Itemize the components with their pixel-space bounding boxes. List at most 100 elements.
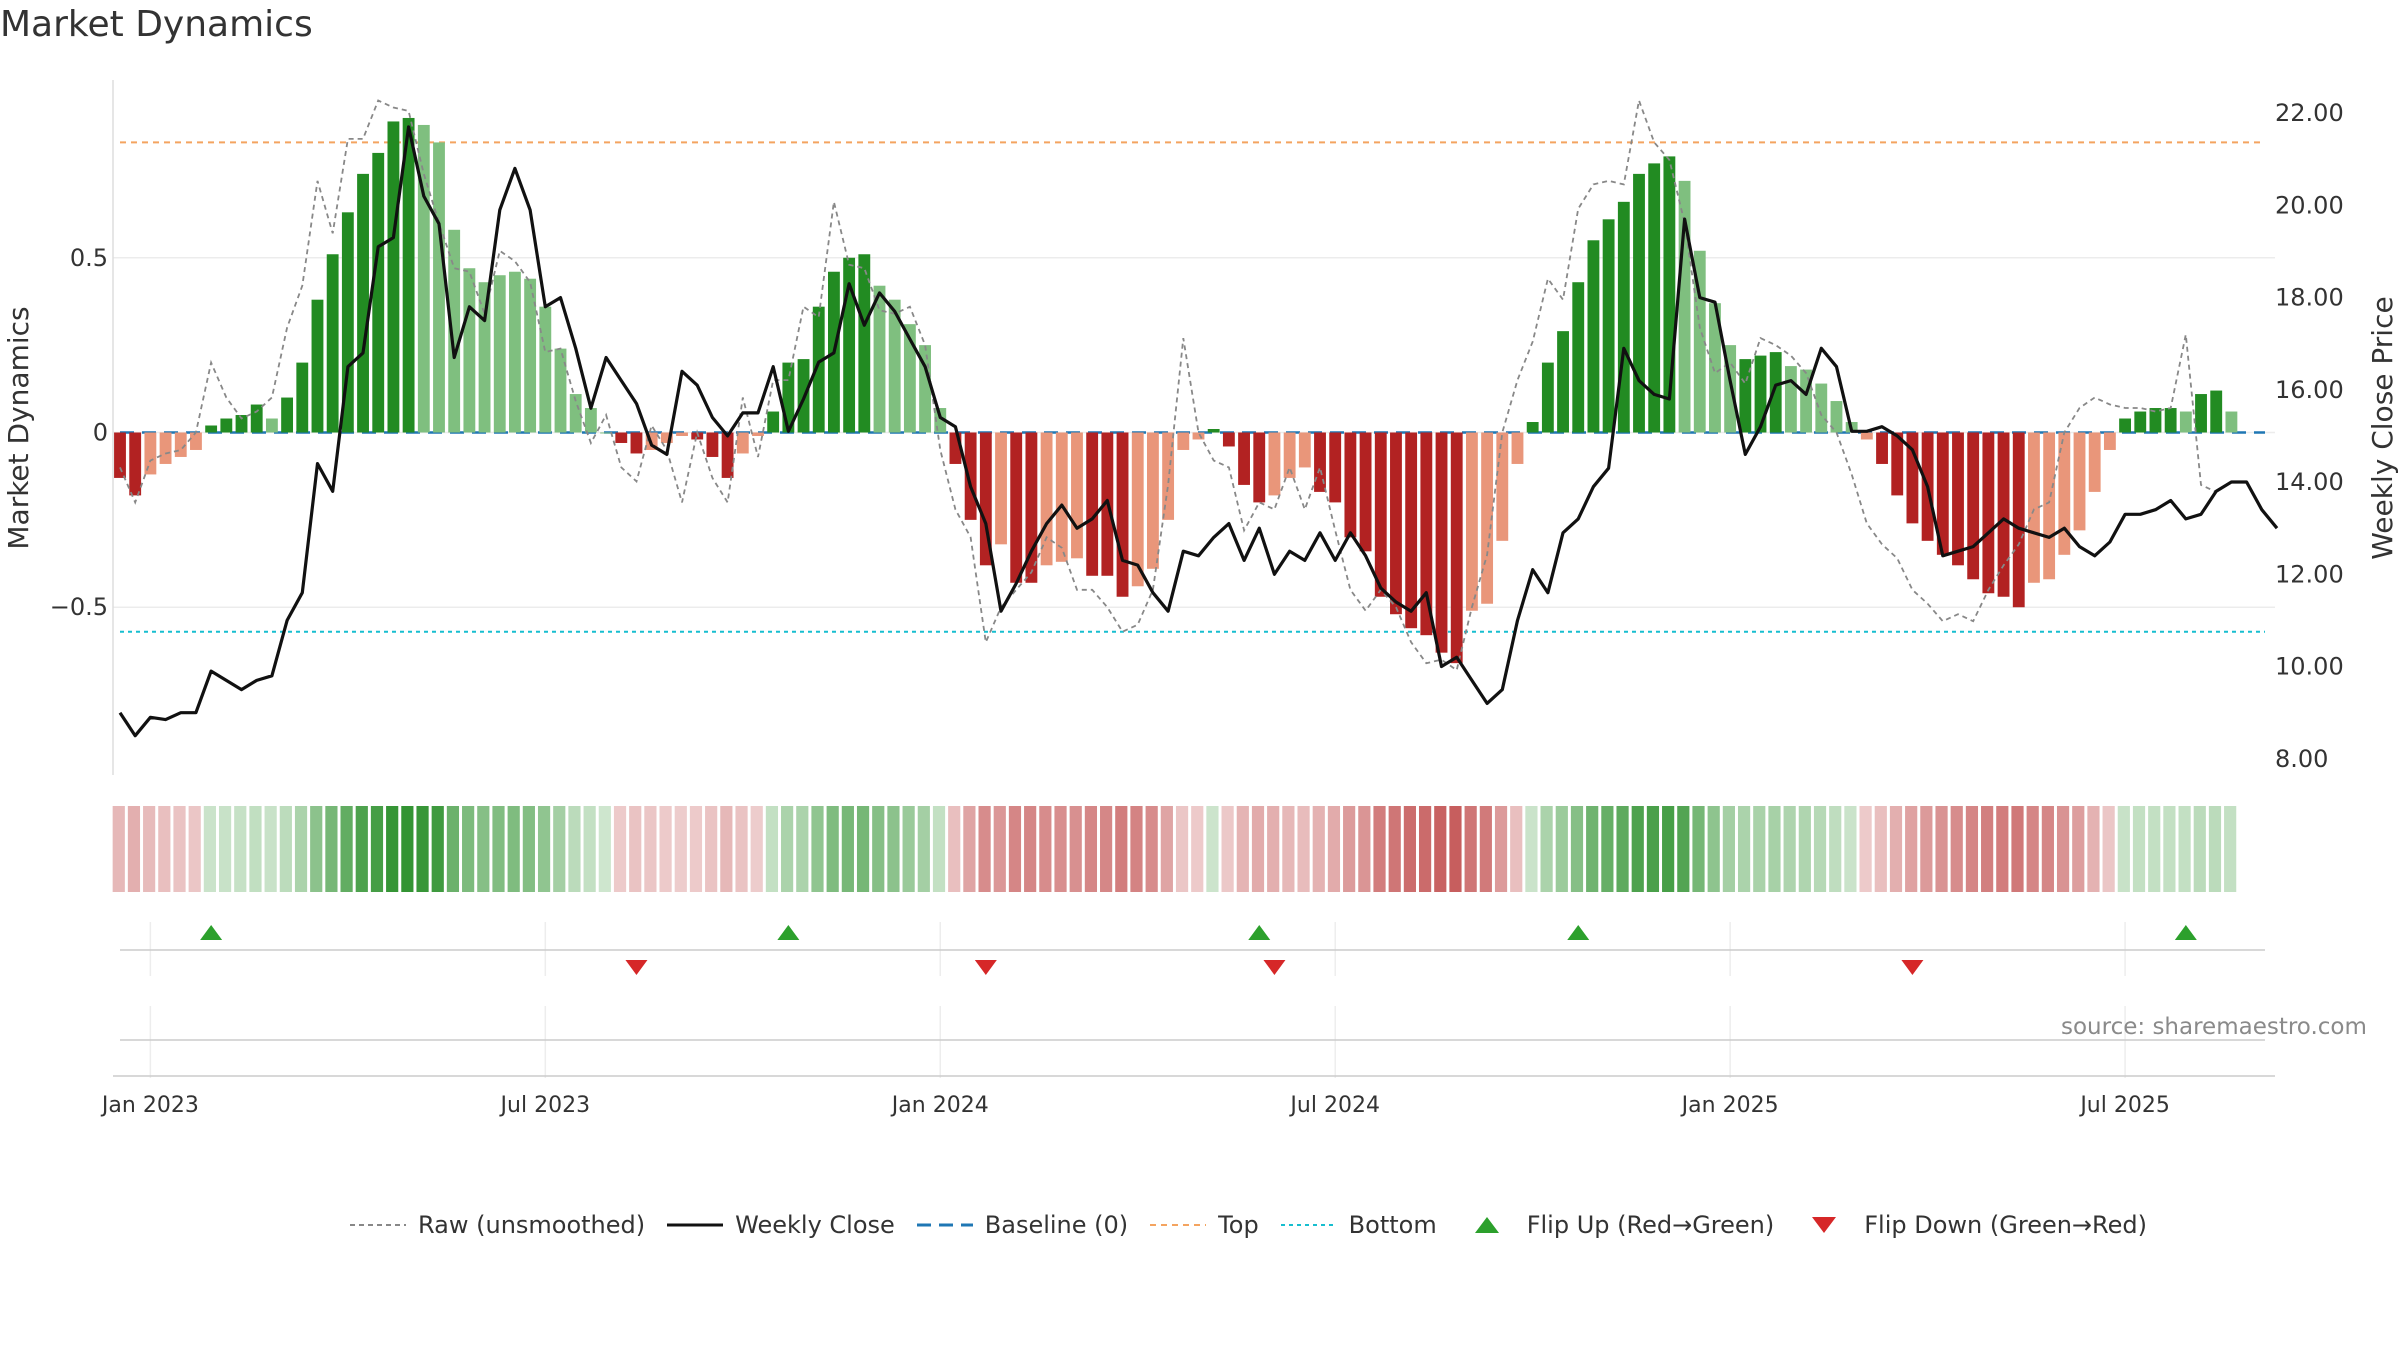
regime-strip-cell (1646, 806, 1660, 892)
source-note: source: sharemaestro.com (2061, 1014, 2367, 1040)
dynamics-bar (949, 432, 962, 464)
dynamics-bar (1420, 432, 1433, 636)
regime-strip-cell (1570, 806, 1584, 892)
dynamics-bar (630, 432, 643, 454)
dynamics-bar (190, 432, 202, 450)
regime-strip-cell (735, 806, 748, 892)
regime-strip-cell (1753, 806, 1766, 892)
dynamics-bar (995, 432, 1007, 545)
dynamics-bar (873, 285, 886, 433)
dynamics-bar (1086, 432, 1099, 576)
dynamics-bar (372, 152, 385, 433)
legend-label: Weekly Close (735, 1211, 895, 1239)
dynamics-bar (387, 121, 400, 433)
dynamics-bar (1481, 432, 1494, 604)
dynamics-bar (858, 254, 871, 433)
regime-strip-cell (583, 806, 596, 892)
x-tick-label: Jan 2024 (890, 1093, 989, 1118)
dynamics-bar (919, 345, 931, 433)
regime-strip-cell (1555, 806, 1568, 892)
legend-label: Bottom (1348, 1211, 1437, 1239)
dynamics-bar (1709, 303, 1721, 433)
bottom-panel: Jan 2023 Jul 2023 Jan 2024 Jul 2024 Jan 2025… (100, 1039, 2275, 1118)
dynamics-bar (1146, 432, 1159, 569)
regime-strip-cell (264, 806, 277, 892)
dynamics-bar (1541, 362, 1554, 433)
flip-down-marker (1263, 960, 1286, 975)
regime-strip-cell (1829, 806, 1842, 892)
regime-strip-cell (1996, 806, 2009, 892)
dynamics-bar (1344, 432, 1357, 538)
legend-label: Flip Down (Green→Red) (1864, 1211, 2147, 1239)
regime-strip-cell (1844, 806, 1857, 892)
dynamics-bar (1010, 432, 1023, 583)
regime-strip-cell (1692, 806, 1705, 892)
legend-item-close: Weekly Close (667, 1211, 895, 1239)
flip-markers-panel (120, 922, 2265, 1078)
dynamics-bar (2195, 394, 2207, 433)
regime-strip-cell (446, 806, 460, 892)
regime-strip-cell (1889, 806, 1903, 892)
regime-strip-cell (477, 806, 490, 892)
legend-swatch (1280, 1224, 1337, 1226)
dynamics-bar (433, 142, 445, 433)
dynamics-bar (2028, 432, 2040, 583)
flip-up-marker (1567, 925, 1590, 940)
right-tick-label: 20.00 (2275, 191, 2344, 219)
dynamics-bar (2134, 411, 2147, 433)
dynamics-bar (584, 408, 597, 433)
regime-strip-cell (2148, 806, 2161, 892)
y-axis-label: Market Dynamics (2, 306, 35, 549)
right-tick-label: 10.00 (2275, 653, 2344, 681)
dynamics-bar (417, 124, 430, 433)
flip-down-marker (974, 960, 997, 975)
dynamics-bar (2073, 432, 2086, 531)
dynamics-bar (2088, 432, 2101, 492)
regime-strip-cell (1677, 806, 1690, 892)
regime-strip-cell (781, 806, 794, 892)
legend-swatch (1474, 1217, 1499, 1233)
dynamics-bar (1390, 432, 1402, 615)
regime-strip-cell (173, 806, 186, 892)
dynamics-bar (311, 299, 324, 433)
flip-up-marker (1248, 925, 1271, 940)
regime-strip-cell (1115, 806, 1128, 892)
regime-strip-cell (1722, 806, 1735, 892)
dynamics-bar (402, 117, 415, 433)
dynamics-bar (903, 324, 916, 433)
regime-strip-cell (416, 806, 429, 892)
regime-strip-cell (1251, 806, 1265, 892)
dynamics-bar (1496, 432, 1509, 541)
dynamics-bar (1784, 366, 1797, 433)
right-tick-label: 12.00 (2275, 560, 2344, 588)
dynamics-bar (812, 306, 825, 433)
regime-strip-cell (796, 806, 809, 892)
regime-strip-cell (325, 806, 338, 892)
dynamics-bar (1860, 432, 1873, 440)
dynamics-bar (1572, 282, 1585, 433)
regime-strip-cell (568, 806, 581, 892)
dynamics-bar (1283, 432, 1296, 478)
regime-strip-cell (522, 806, 535, 892)
dynamics-bar (2012, 432, 2025, 608)
regime-strip-cell (401, 806, 414, 892)
legend-swatch (667, 1223, 724, 1227)
regime-strip-cell (1024, 806, 1037, 892)
regime-strip-cell (2224, 806, 2237, 892)
regime-strip-cell (826, 806, 839, 892)
y2-axis-label: Weekly Close Price (2366, 296, 2399, 559)
dynamics-bar (888, 299, 901, 433)
regime-strip-cell (1874, 806, 1887, 892)
regime-strip-cell (1008, 806, 1022, 892)
regime-strip-cell (1418, 806, 1432, 892)
left-tick-label: −0.5 (50, 593, 108, 621)
dynamics-bar (1693, 250, 1706, 433)
dynamics-bar (2043, 432, 2056, 580)
regime-strip-cell (234, 806, 247, 892)
regime-strip-cell (203, 806, 216, 892)
regime-strip-cell (537, 806, 551, 892)
axes: 0.5 0 −0.5 22.00 20.00 18.00 16.00 14.00 12.00 10… (2, 80, 2399, 775)
dynamics-bar (1162, 432, 1175, 520)
regime-strip-cell (1388, 806, 1401, 892)
dynamics-bar (509, 271, 521, 433)
